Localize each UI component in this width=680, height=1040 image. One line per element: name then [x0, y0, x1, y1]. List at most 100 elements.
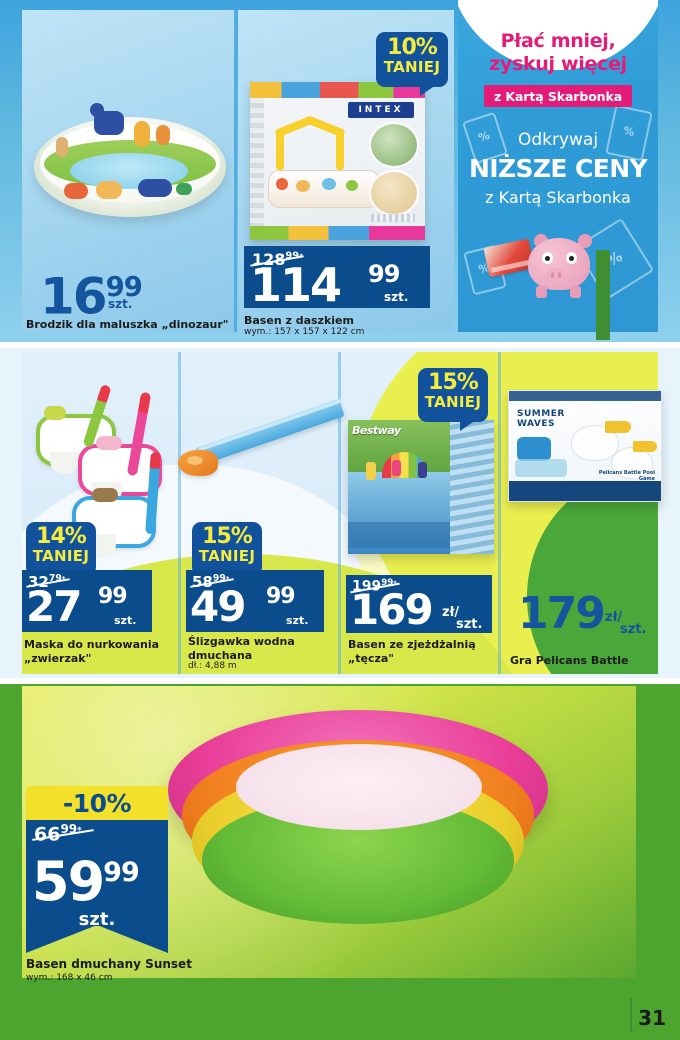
box-subtitle-pelicans: Pelicans Battle Pool Game	[598, 470, 655, 482]
price-zl-pelicans: zł/	[605, 610, 623, 625]
tile-divider	[234, 10, 237, 332]
caption-line2: dmuchana	[188, 648, 253, 662]
price-cents: 99	[103, 857, 140, 888]
dims-basen-sunset: wym.: 168 x 46 cm	[26, 973, 113, 983]
caption-slizgawka: Ślizgawka wodna dmuchana	[188, 635, 338, 662]
product-image-brodzik	[34, 95, 226, 220]
price-unit-maska: szt.	[114, 614, 137, 627]
price-integer: 16	[40, 267, 108, 326]
caption-brodzik: Brodzik dla maluszka „dinozaur"	[26, 318, 229, 331]
old-price-cents: 99	[212, 573, 226, 584]
shield-point	[26, 925, 168, 953]
caption-pelicans: Gra Pelicans Battle	[510, 654, 629, 667]
promo-headline: Płać mniej, zyskuj więcej	[458, 30, 658, 76]
price-box-basen-daszek: 12899* 114 99 szt.	[244, 246, 430, 308]
badge-tip	[460, 420, 476, 431]
price-integer: 179	[518, 588, 606, 639]
promo-banner-skarbonka[interactable]: % % % % Płać mniej, zyskuj więcej z Kart…	[458, 0, 658, 332]
caption-line1: Basen ze zjeżdżalnią	[348, 638, 476, 651]
price-integer: 59	[32, 850, 105, 913]
top-section: 1699 szt. Brodzik dla maluszka „dinozaur…	[0, 0, 680, 342]
promo-sub2: NIŻSZE CENY	[468, 154, 648, 183]
price-cents: 99	[105, 271, 143, 303]
badge-label: TANIEJ	[383, 58, 441, 76]
caption-maska: Maska do nurkowania „zwierzak"	[24, 638, 174, 665]
discount-badge-slizgawka: 15% TANIEJ	[192, 522, 262, 585]
discount-badge-maska: 14% TANIEJ	[26, 522, 96, 585]
discount-badge-basen-daszek: 10% TANIEJ	[376, 32, 448, 96]
price-integer-maska: 27	[26, 582, 82, 631]
badge-percent: -10%	[62, 788, 132, 818]
price-box-basen-zjezdzalnia: 19999* 169 zł/ szt.	[346, 575, 492, 633]
product-image-slizgawka	[178, 398, 354, 510]
page-number-bar	[630, 998, 632, 1032]
badge-tip	[420, 85, 436, 96]
price-unit-slizgawka: szt.	[286, 614, 309, 627]
caption-line2: „zwierzak"	[24, 651, 92, 665]
price-pelicans: 179	[518, 592, 606, 636]
tile-divider	[178, 352, 181, 674]
badge-label: TANIEJ	[198, 547, 256, 565]
price-cents-basen-daszek: 99	[368, 260, 400, 288]
product-image-basen-zjezdzalnia: Bestway	[348, 420, 494, 554]
caption-basen-daszek: Basen z daszkiem	[244, 314, 354, 327]
price-unit-basen-daszek: szt.	[384, 290, 409, 304]
page-number: 31	[638, 1006, 666, 1030]
price-integer-slizgawka: 49	[190, 582, 246, 631]
caption-line1: Ślizgawka wodna	[188, 635, 295, 648]
discount-badge-basen-zjezdzalnia: 15% TANIEJ	[418, 368, 488, 431]
badge-label: TANIEJ	[32, 547, 90, 565]
caption-line1: Maska do nurkowania	[24, 638, 160, 651]
product-image-basen-sunset	[168, 710, 548, 925]
price-shield-basen-sunset: -10% 6699* 5999 szt.	[26, 786, 168, 954]
old-price-basen-daszek: 12899*	[250, 250, 304, 269]
price-unit-pelicans: szt.	[620, 622, 647, 637]
promo-sub1: Odkrywaj	[517, 130, 599, 150]
promo-pill-card: z Kartą Skarbonka	[484, 85, 632, 107]
price-box-slizgawka: 5899* 49 99 szt.	[186, 570, 324, 632]
piggy-snout	[546, 268, 566, 282]
piggy-eye-right	[566, 252, 577, 264]
price-unit-basen-sunset: szt.	[78, 909, 116, 930]
dims-basen-daszek: wym.: 157 x 157 x 122 cm	[244, 327, 365, 337]
piggy-leg-left	[536, 286, 547, 298]
old-price-cents: 99	[381, 578, 394, 588]
badge-percent: 15%	[428, 370, 479, 395]
tile-divider	[498, 352, 501, 674]
price-box-maska: 3279* 27 99 szt.	[22, 570, 152, 632]
old-price-basen-zjezdzalnia: 19999*	[350, 578, 400, 595]
price-zl-basen-zjezdzalnia: zł/	[442, 605, 460, 620]
price-unit-brodzik: szt.	[108, 297, 133, 311]
piggy-bank-icon	[528, 238, 590, 290]
dims-slizgawka: dł.: 4,88 m	[188, 661, 237, 671]
box-brand-intex: INTEX	[348, 102, 414, 118]
box-brand-bestway: Bestway	[352, 424, 401, 437]
decor-tree-trunk	[596, 250, 610, 340]
badge-label: TANIEJ	[424, 393, 482, 411]
price-integer-basen-zjezdzalnia: 169	[350, 585, 434, 634]
tile-divider	[338, 352, 341, 674]
box-brand-summer-waves: SUMMER WAVES	[517, 409, 565, 429]
price-unit-basen-zjezdzalnia: szt.	[456, 617, 483, 632]
price-cents-slizgawka: 99	[266, 584, 296, 609]
shield-discount-header: -10%	[26, 786, 168, 820]
piggy-leg-right	[570, 286, 581, 298]
caption-line2: „tęcza"	[348, 651, 395, 665]
product-image-basen-daszek: INTEX	[250, 82, 425, 240]
badge-percent: 15%	[202, 524, 253, 549]
old-price-slizgawka: 5899*	[190, 573, 234, 591]
old-price-cents: 79	[48, 573, 62, 584]
old-price-maska: 3279*	[26, 573, 70, 591]
badge-percent: 10%	[387, 35, 438, 60]
price-integer-basen-daszek: 114	[250, 258, 342, 312]
product-image-pelicans: SUMMER WAVES Pelicans Battle Pool Game	[508, 390, 662, 502]
promo-headline-line1: Płać mniej,	[500, 30, 616, 52]
piggy-eye-left	[542, 252, 553, 264]
promo-headline-line2: zyskuj więcej	[489, 53, 627, 75]
caption-basen-sunset: Basen dmuchany Sunset	[26, 957, 192, 971]
price-basen-sunset: 5999	[32, 846, 140, 909]
price-brodzik: 1699	[40, 262, 143, 322]
loyalty-card-icon	[483, 238, 535, 278]
badge-percent: 14%	[36, 524, 87, 549]
